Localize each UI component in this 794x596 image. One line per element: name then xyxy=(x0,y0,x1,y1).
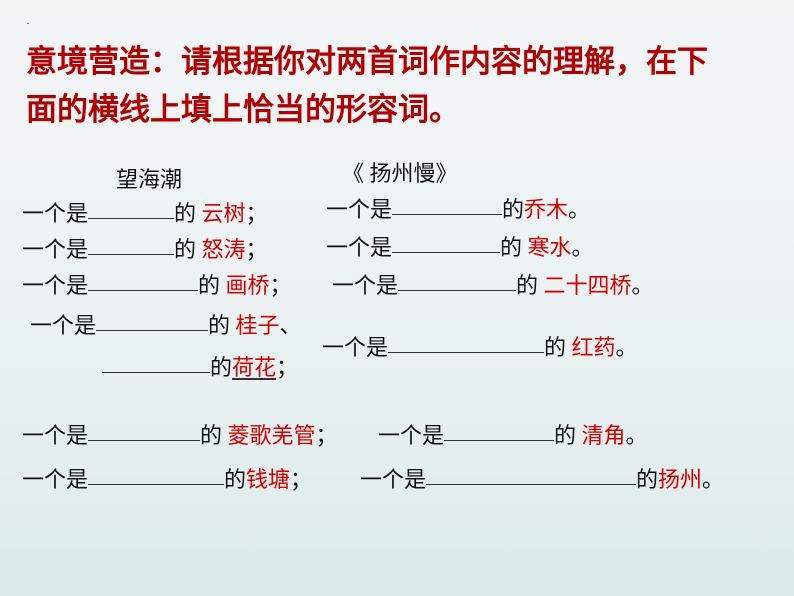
text: 的 xyxy=(500,235,528,260)
text: 一个是 xyxy=(22,467,88,492)
text: 一个是 xyxy=(22,273,88,298)
left-heading: 望海潮 xyxy=(116,162,182,194)
line-b2a: 一个是 的钱塘； xyxy=(22,462,312,494)
text: 的 xyxy=(554,423,582,448)
highlight: 红药 xyxy=(572,335,616,360)
text: 的 xyxy=(208,313,236,338)
text: ； xyxy=(290,467,312,492)
text: 的 xyxy=(636,467,658,492)
blank xyxy=(102,351,210,373)
text: 、 xyxy=(280,313,302,338)
text: 一个是 xyxy=(22,237,88,262)
text: 的 xyxy=(200,423,228,448)
text: 。 xyxy=(632,273,654,298)
highlight: 乔木 xyxy=(524,197,568,222)
text: ； xyxy=(246,237,268,262)
highlight: 云树 xyxy=(202,201,246,226)
right-heading: 《 扬州慢》 xyxy=(342,156,458,188)
line-r1: 一个是 的乔木。 xyxy=(326,192,590,224)
highlight: 寒水 xyxy=(528,235,572,260)
blank xyxy=(388,331,544,353)
text: 的 xyxy=(224,467,246,492)
highlight: 菱歌羌管 xyxy=(228,423,316,448)
text: 一个是 xyxy=(22,423,88,448)
blank xyxy=(444,419,554,441)
blank xyxy=(88,233,174,255)
highlight: 桂子 xyxy=(236,313,280,338)
page-title: 意境营造：请根据你对两首词作内容的理解，在下面的横线上填上恰当的形容词。 xyxy=(26,38,738,134)
blank xyxy=(426,463,636,485)
text: 一个是 xyxy=(326,197,392,222)
text: 一个是 xyxy=(22,201,88,226)
line-b2b: 一个是 的扬州。 xyxy=(360,462,724,494)
line-b1b: 一个是 的 清角。 xyxy=(378,418,648,450)
text: 的 xyxy=(174,237,202,262)
blank xyxy=(398,269,516,291)
text: ； xyxy=(246,201,268,226)
line-l2: 一个是 的 怒涛； xyxy=(22,232,268,264)
text: 。 xyxy=(572,235,594,260)
highlight: 二十四桥 xyxy=(544,273,632,298)
text: 一个是 xyxy=(30,313,96,338)
line-r2: 一个是 的 寒水。 xyxy=(326,230,594,262)
blank xyxy=(392,231,500,253)
highlight: 钱塘 xyxy=(246,467,290,492)
decorative-dot: · xyxy=(26,16,30,31)
text: 的 xyxy=(198,273,226,298)
text: 一个是 xyxy=(360,467,426,492)
highlight: 清角 xyxy=(582,423,626,448)
text: 的 xyxy=(174,201,202,226)
line-l5: 的荷花； xyxy=(102,350,298,382)
text: 。 xyxy=(568,197,590,222)
line-l1: 一个是 的 云树； xyxy=(22,196,268,228)
highlight: 画桥 xyxy=(226,273,270,298)
highlight: 扬州 xyxy=(658,467,702,492)
text: ； xyxy=(316,423,338,448)
text: ； xyxy=(276,355,298,380)
text: 。 xyxy=(616,335,638,360)
line-r4: 一个是 的 红药。 xyxy=(322,330,638,362)
blank xyxy=(88,269,198,291)
text: 的 xyxy=(502,197,524,222)
line-l4: 一个是 的 桂子、 xyxy=(30,308,302,340)
highlight: 荷花 xyxy=(232,355,276,380)
blank xyxy=(88,463,224,485)
blank xyxy=(88,197,174,219)
blank xyxy=(96,309,208,331)
line-r3: 一个是 的 二十四桥。 xyxy=(332,268,654,300)
line-l3: 一个是 的 画桥； xyxy=(22,268,292,300)
text: ； xyxy=(270,273,292,298)
text: 一个是 xyxy=(332,273,398,298)
text: 的 xyxy=(516,273,544,298)
blank xyxy=(88,419,200,441)
text: 。 xyxy=(702,467,724,492)
text: 的 xyxy=(544,335,572,360)
text: 一个是 xyxy=(326,235,392,260)
blank xyxy=(392,193,502,215)
text: 。 xyxy=(626,423,648,448)
highlight: 怒涛 xyxy=(202,237,246,262)
text: 的 xyxy=(210,355,232,380)
text: 一个是 xyxy=(378,423,444,448)
text: 一个是 xyxy=(322,335,388,360)
line-b1a: 一个是 的 菱歌羌管； xyxy=(22,418,338,450)
